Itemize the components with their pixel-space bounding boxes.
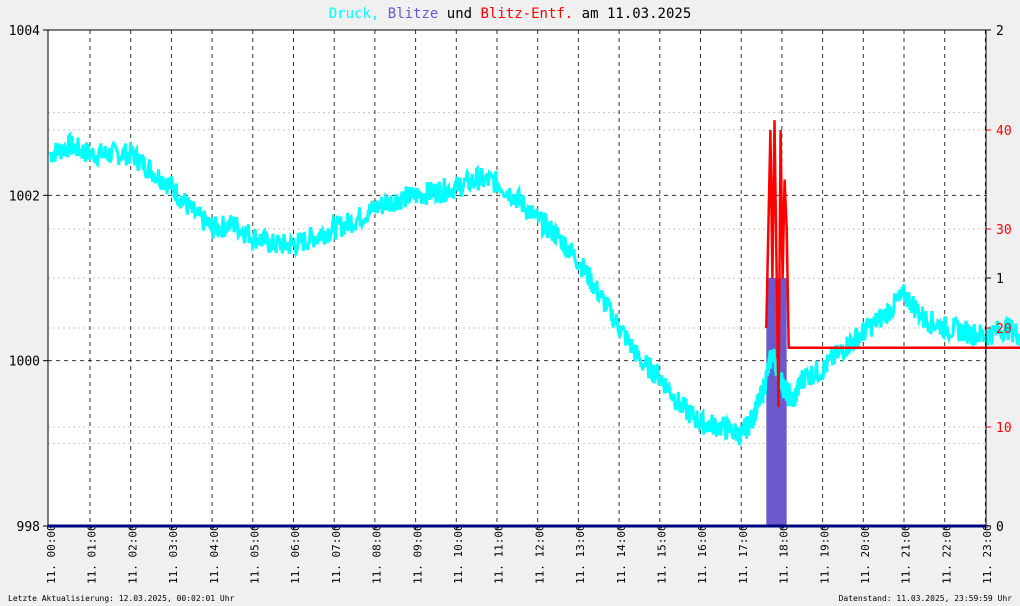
x-tick-label: 11. 21:00 [900,524,913,584]
x-tick-label: 11. 03:00 [167,524,180,584]
x-tick-label: 11. 13:00 [574,524,587,584]
distance-line [765,120,1020,408]
x-tick-label: 11. 14:00 [615,524,628,584]
x-tick-label: 11. 09:00 [411,524,424,584]
strike-bars [766,278,787,526]
x-tick-label: 11. 02:00 [126,524,139,584]
x-tick-label: 11. 04:00 [208,524,221,584]
x-tick-label: 11. 20:00 [859,524,872,584]
footer-data-status: Datenstand: 11.03.2025, 23:59:59 Uhr [839,594,1013,603]
x-tick-label: 11. 23:00 [981,524,994,584]
footer-last-update: Letzte Aktualisierung: 12.03.2025, 00:02… [8,594,235,603]
x-tick-label: 11. 19:00 [818,524,831,584]
right-distance-tick-label: 40 [996,124,1012,139]
x-tick-label: 11. 05:00 [249,524,262,584]
title-distance: Blitz-Entf. [481,6,574,22]
right-distance-tick-label: 10 [996,421,1012,436]
title-date: am 11.03.2025 [582,6,692,22]
x-tick-label: 11. 07:00 [330,524,343,584]
title-strikes: Blitze [388,6,439,22]
right-strike-tick-label: 1 [996,272,1004,287]
strike-bar [766,278,787,526]
left-tick-label: 1004 [9,24,40,39]
left-tick-label: 1000 [9,355,40,370]
x-tick-label: 11. 12:00 [533,524,546,584]
x-tick-label: 11. 10:00 [452,524,465,584]
grid [48,29,986,527]
axes: 998 1000 1002 1004 0 1 2 10 20 30 40 11. 00:00 11. 0… [9,24,1012,584]
left-tick-label: 998 [17,520,40,535]
x-tick-label: 11. 06:00 [289,524,302,584]
distance-series [765,120,1020,408]
title-und: und [447,6,472,22]
right-distance-tick-label: 30 [996,223,1012,238]
x-tick-label: 11. 00:00 [45,524,58,584]
right-strike-tick-label: 2 [996,24,1004,39]
x-tick-label: 11. 16:00 [696,524,709,584]
x-tick-label: 11. 17:00 [737,524,750,584]
left-tick-label: 1002 [9,189,40,204]
x-tick-label: 11. 22:00 [940,524,953,584]
title-pressure: Druck, [329,6,380,22]
x-tick-label: 11. 01:00 [86,524,99,584]
x-tick-label: 11. 08:00 [371,524,384,584]
x-tick-label: 11. 11:00 [493,524,506,584]
x-tick-label: 11. 18:00 [778,524,791,584]
right-distance-tick-label: 20 [996,322,1012,337]
chart-title: Druck, Blitze und Blitz-Entf. am 11.03.2… [329,6,692,22]
right-strike-tick-label: 0 [996,520,1004,535]
x-tick-label: 11. 15:00 [656,524,669,584]
